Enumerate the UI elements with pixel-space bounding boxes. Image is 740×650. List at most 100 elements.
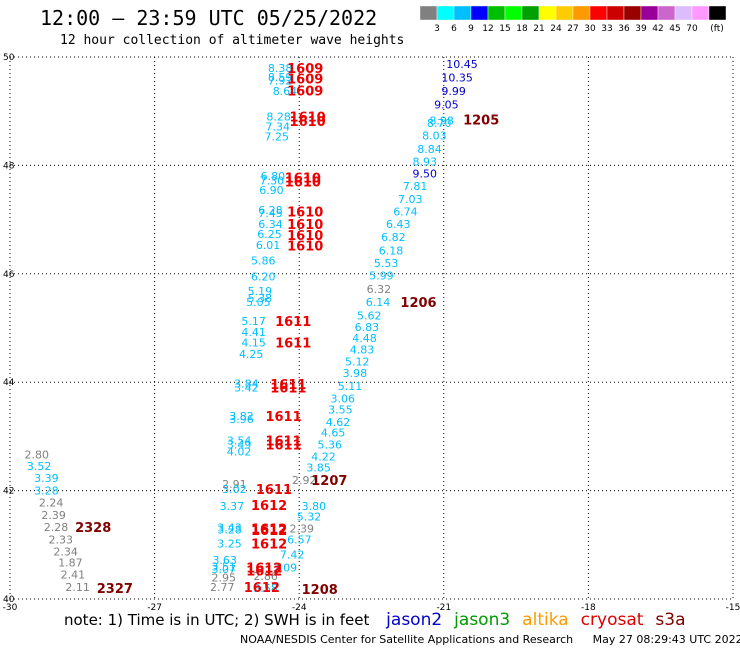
pass-time-label: 1611 xyxy=(275,337,311,352)
pass-time-label: 1611 xyxy=(270,382,306,397)
wave-height-value: 7.03 xyxy=(398,193,423,206)
wave-height-value: 8.64 xyxy=(273,85,298,98)
wave-height-value: 8.38 xyxy=(268,62,293,75)
pass-time-label: 1612 xyxy=(251,499,287,514)
pass-time-label: 1207 xyxy=(311,474,347,489)
scale-tick-label: 24 xyxy=(550,24,562,34)
scale-tick-label: 6 xyxy=(451,24,457,34)
scale-tick-label: 30 xyxy=(584,24,596,34)
longitude-tick-label: -27 xyxy=(147,603,162,613)
scale-tick-label: 39 xyxy=(635,24,647,34)
color-swatch xyxy=(708,5,727,21)
wave-height-value: 5.05 xyxy=(246,296,271,309)
pass-time-label: 2328 xyxy=(75,521,111,536)
wave-height-value: 6.43 xyxy=(386,218,411,231)
wave-height-value: 3.02 xyxy=(222,483,247,496)
wave-height-value: 7.25 xyxy=(264,131,289,144)
pass-time-label: 1611 xyxy=(270,378,306,393)
generated-timestamp: May 27 08:29:43 UTC 2022 xyxy=(592,633,740,646)
pass-time-label: 1610 xyxy=(290,111,326,126)
pass-time-label: 1610 xyxy=(287,218,323,233)
wave-height-value: 3.63 xyxy=(212,554,237,567)
wave-height-value: 7.30 xyxy=(260,175,285,188)
wave-height-value: 3.58 xyxy=(253,582,278,595)
wave-height-value: 2.28 xyxy=(44,521,69,534)
wave-height-value: 3.82 xyxy=(229,410,254,423)
wave-height-value: 10.35 xyxy=(441,72,473,85)
wave-height-value: 3.52 xyxy=(27,460,52,473)
wave-height-value: 3.06 xyxy=(331,392,356,405)
scale-tick-label: 33 xyxy=(601,24,612,34)
wave-height-value: 3.42 xyxy=(234,382,259,395)
scale-tick-label: 45 xyxy=(669,24,680,34)
wave-height-value: 6.34 xyxy=(258,218,283,231)
pass-time-label: 1205 xyxy=(463,113,499,128)
latitude-tick-label: 48 xyxy=(3,161,15,171)
satellite-legend: jason2 jason3 altika cryosat s3a xyxy=(374,610,685,630)
note-text: note: 1) Time is in UTC; 2) SWH is in fe… xyxy=(64,611,370,629)
pass-time-label: 1612 xyxy=(251,524,287,539)
scale-tick-label: 27 xyxy=(567,24,578,34)
wave-height-value: 5.19 xyxy=(248,285,273,298)
pass-time-label: 1611 xyxy=(275,315,311,330)
wave-height-value: 5.17 xyxy=(241,315,265,328)
wave-height-value: 4.41 xyxy=(241,326,265,339)
wave-height-labels: 8.388.597.928.64 8.287.347.25 6.807.306.90… xyxy=(24,58,477,595)
wave-height-value: 7.42 xyxy=(280,549,305,562)
wave-height-value: 4.48 xyxy=(352,332,377,345)
map-subtitle: 12 hour collection of altimeter wave hei… xyxy=(60,33,405,48)
scale-tick-label: 36 xyxy=(618,24,630,34)
wave-height-value: 3.85 xyxy=(306,461,331,474)
wave-height-value: 5.99 xyxy=(369,269,394,282)
longitude-tick-label: -24 xyxy=(292,603,307,613)
wave-height-value: 6.01 xyxy=(256,239,281,252)
wave-height-value: 6.74 xyxy=(393,205,418,218)
wave-height-value: 6.32 xyxy=(367,283,392,296)
wave-height-value: 3.07 xyxy=(211,563,236,576)
wave-height-value: 3.51 xyxy=(211,560,236,573)
latitude-tick-label: 40 xyxy=(3,595,15,605)
wave-height-value: 6.57 xyxy=(287,533,312,546)
wave-height-value: 9.50 xyxy=(412,168,437,181)
pass-time-label: 1609 xyxy=(287,62,323,77)
wave-height-value: 5.32 xyxy=(297,511,322,524)
wave-height-value: 3.55 xyxy=(328,403,353,416)
color-scale-legend: 3 6 9 12 15 18 21 24 27 30 33 36 39 42 45 70 (ft) xyxy=(420,5,727,34)
longitude-tick-label: -15 xyxy=(726,603,740,613)
wave-height-value: 9.99 xyxy=(441,85,466,98)
wave-height-value: 2.77 xyxy=(210,581,235,594)
latitude-tick-label: 42 xyxy=(3,487,14,497)
pass-time-label: 1206 xyxy=(400,296,436,311)
scale-unit-label: (ft) xyxy=(710,24,724,34)
wave-height-value: 5.11 xyxy=(338,380,363,393)
wave-height-value: 2.24 xyxy=(39,497,64,510)
wave-height-value: 2.33 xyxy=(49,533,73,546)
scale-tick-label: 12 xyxy=(482,24,493,34)
pass-time-label: 1609 xyxy=(287,85,323,100)
pass-time-label: 1610 xyxy=(285,171,321,186)
wave-height-value: 6.80 xyxy=(261,170,286,183)
wave-height-value: 6.28 xyxy=(258,204,283,217)
pass-time-label: 1612 xyxy=(251,538,287,553)
satellite-jason3: jason3 xyxy=(454,610,511,630)
scale-tick-label: 42 xyxy=(652,24,663,34)
wave-height-value: 6.18 xyxy=(379,244,404,257)
wave-height-value: 6.82 xyxy=(381,231,406,244)
wave-height-value: 3.84 xyxy=(234,377,259,390)
wave-height-value: 2.11 xyxy=(65,581,90,594)
pass-time-label: 1611 xyxy=(265,410,301,425)
latitude-tick-label: 44 xyxy=(3,378,15,388)
wave-height-value: 4.65 xyxy=(321,427,346,440)
satellite-altika: altika xyxy=(522,610,569,630)
wave-height-value: 8.98 xyxy=(429,114,454,127)
pass-time-label: 1609 xyxy=(287,73,323,88)
wave-height-value: 3.28 xyxy=(34,485,59,498)
wave-height-value: 10.45 xyxy=(446,58,478,71)
wave-height-value: 2.39 xyxy=(41,509,66,522)
wave-height-value: 6.25 xyxy=(257,228,282,241)
wave-height-value: 4.25 xyxy=(239,348,264,361)
agency-credit: NOAA/NESDIS Center for Satellite Applica… xyxy=(240,633,574,646)
wave-height-value: 7.81 xyxy=(403,180,428,193)
wave-height-value: 6.20 xyxy=(251,271,276,284)
wave-height-value: 9.05 xyxy=(434,99,459,112)
